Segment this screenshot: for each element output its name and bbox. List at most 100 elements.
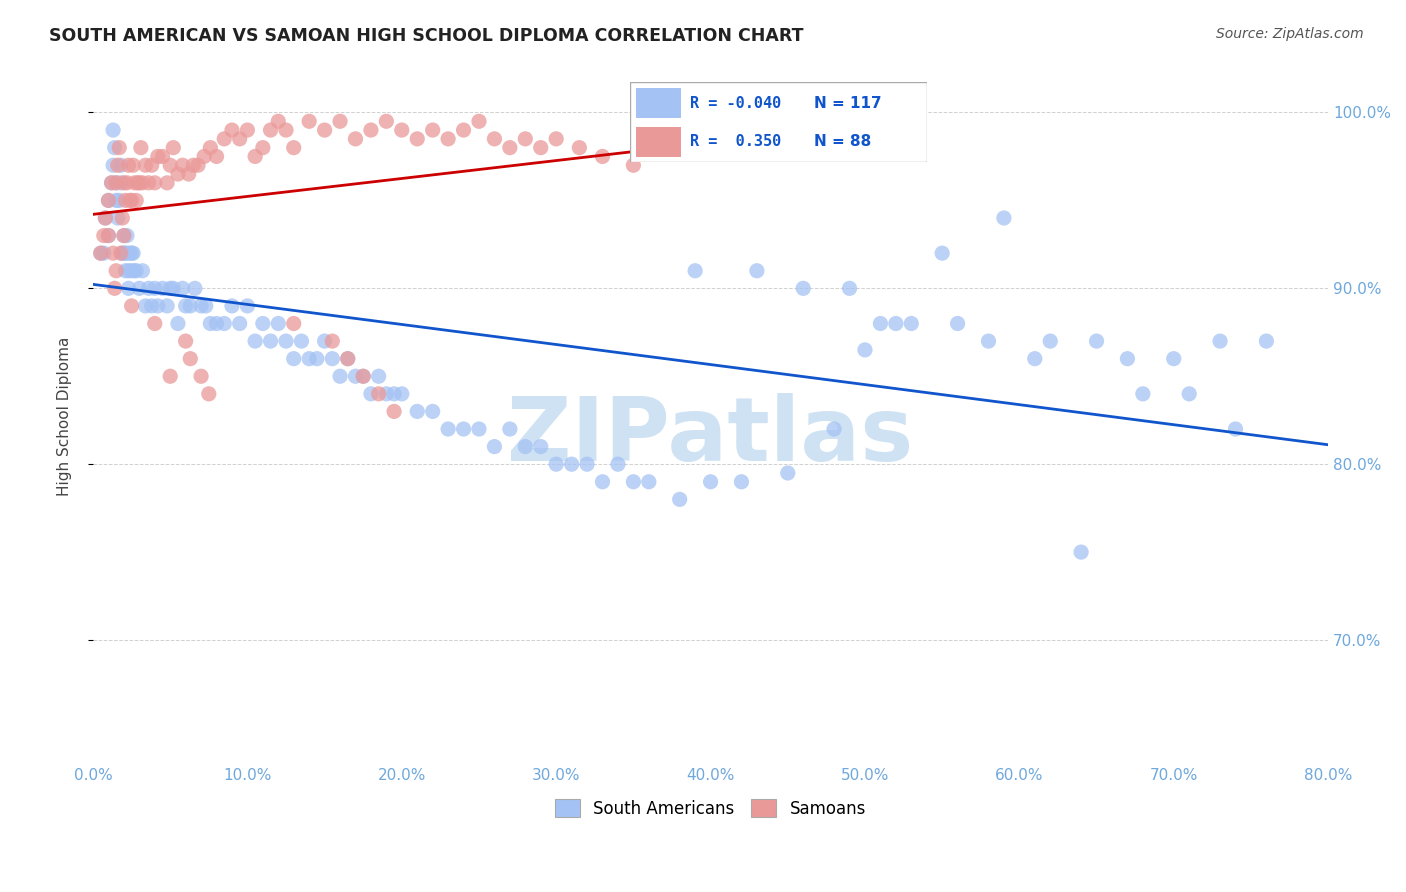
Point [437, 422, 460, 436]
Point [212, 132, 235, 146]
Point [869, 317, 891, 331]
Point [112, 176, 135, 190]
Point [183, 158, 205, 172]
Point [177, 167, 200, 181]
Point [607, 457, 630, 471]
Point [576, 457, 599, 471]
Point [1116, 351, 1139, 366]
Point [156, 299, 179, 313]
Point [283, 141, 305, 155]
Point [200, 317, 222, 331]
Point [776, 466, 799, 480]
Point [121, 264, 143, 278]
Point [1256, 334, 1278, 348]
Point [283, 351, 305, 366]
Point [946, 317, 969, 331]
Point [205, 149, 228, 163]
Point [1070, 545, 1092, 559]
Point [138, 281, 160, 295]
Point [187, 158, 209, 172]
Point [236, 299, 259, 313]
Point [546, 132, 568, 146]
Point [194, 299, 217, 313]
Point [117, 264, 139, 278]
Point [198, 387, 221, 401]
Point [730, 475, 752, 489]
Point [114, 264, 136, 278]
Point [174, 299, 197, 313]
Point [110, 176, 132, 190]
Point [367, 387, 389, 401]
Point [143, 281, 166, 295]
Point [422, 123, 444, 137]
Point [143, 317, 166, 331]
Point [314, 123, 336, 137]
Point [321, 334, 343, 348]
Point [1039, 334, 1062, 348]
Point [212, 317, 235, 331]
Point [274, 334, 297, 348]
Point [515, 132, 537, 146]
Point [352, 369, 374, 384]
Point [114, 194, 136, 208]
Point [115, 228, 138, 243]
Point [100, 176, 122, 190]
Point [122, 246, 145, 260]
Point [884, 317, 907, 331]
Point [499, 422, 522, 436]
Point [97, 228, 120, 243]
Point [146, 149, 169, 163]
Point [117, 158, 139, 172]
Point [305, 351, 328, 366]
Point [111, 246, 134, 260]
Text: ZIPatlas: ZIPatlas [508, 393, 914, 480]
Point [93, 228, 115, 243]
Point [1024, 351, 1046, 366]
Point [124, 264, 146, 278]
Point [592, 475, 614, 489]
Point [453, 422, 475, 436]
Point [360, 123, 382, 137]
Point [382, 387, 405, 401]
Point [159, 158, 181, 172]
Point [468, 422, 491, 436]
Point [101, 158, 124, 172]
Point [190, 299, 212, 313]
Point [792, 281, 814, 295]
Point [174, 334, 197, 348]
Point [977, 334, 1000, 348]
Point [122, 158, 145, 172]
Point [221, 299, 243, 313]
Point [97, 194, 120, 208]
Point [243, 149, 266, 163]
Point [259, 334, 281, 348]
Point [283, 317, 305, 331]
Point [344, 369, 367, 384]
Point [1163, 351, 1185, 366]
Point [159, 281, 181, 295]
Point [422, 404, 444, 418]
Point [167, 167, 190, 181]
Point [838, 281, 860, 295]
Point [104, 141, 127, 155]
Point [127, 176, 149, 190]
Point [329, 369, 352, 384]
Point [561, 457, 583, 471]
Point [221, 123, 243, 137]
Point [360, 387, 382, 401]
Point [745, 264, 768, 278]
Point [184, 281, 207, 295]
Point [159, 369, 181, 384]
Legend: South Americans, Samoans: South Americans, Samoans [548, 793, 873, 824]
Point [352, 369, 374, 384]
Point [152, 149, 174, 163]
Point [110, 158, 132, 172]
Point [105, 194, 128, 208]
Point [336, 351, 359, 366]
Point [131, 264, 153, 278]
Point [546, 457, 568, 471]
Point [621, 475, 644, 489]
Point [107, 211, 129, 225]
Point [131, 176, 153, 190]
Point [124, 176, 146, 190]
